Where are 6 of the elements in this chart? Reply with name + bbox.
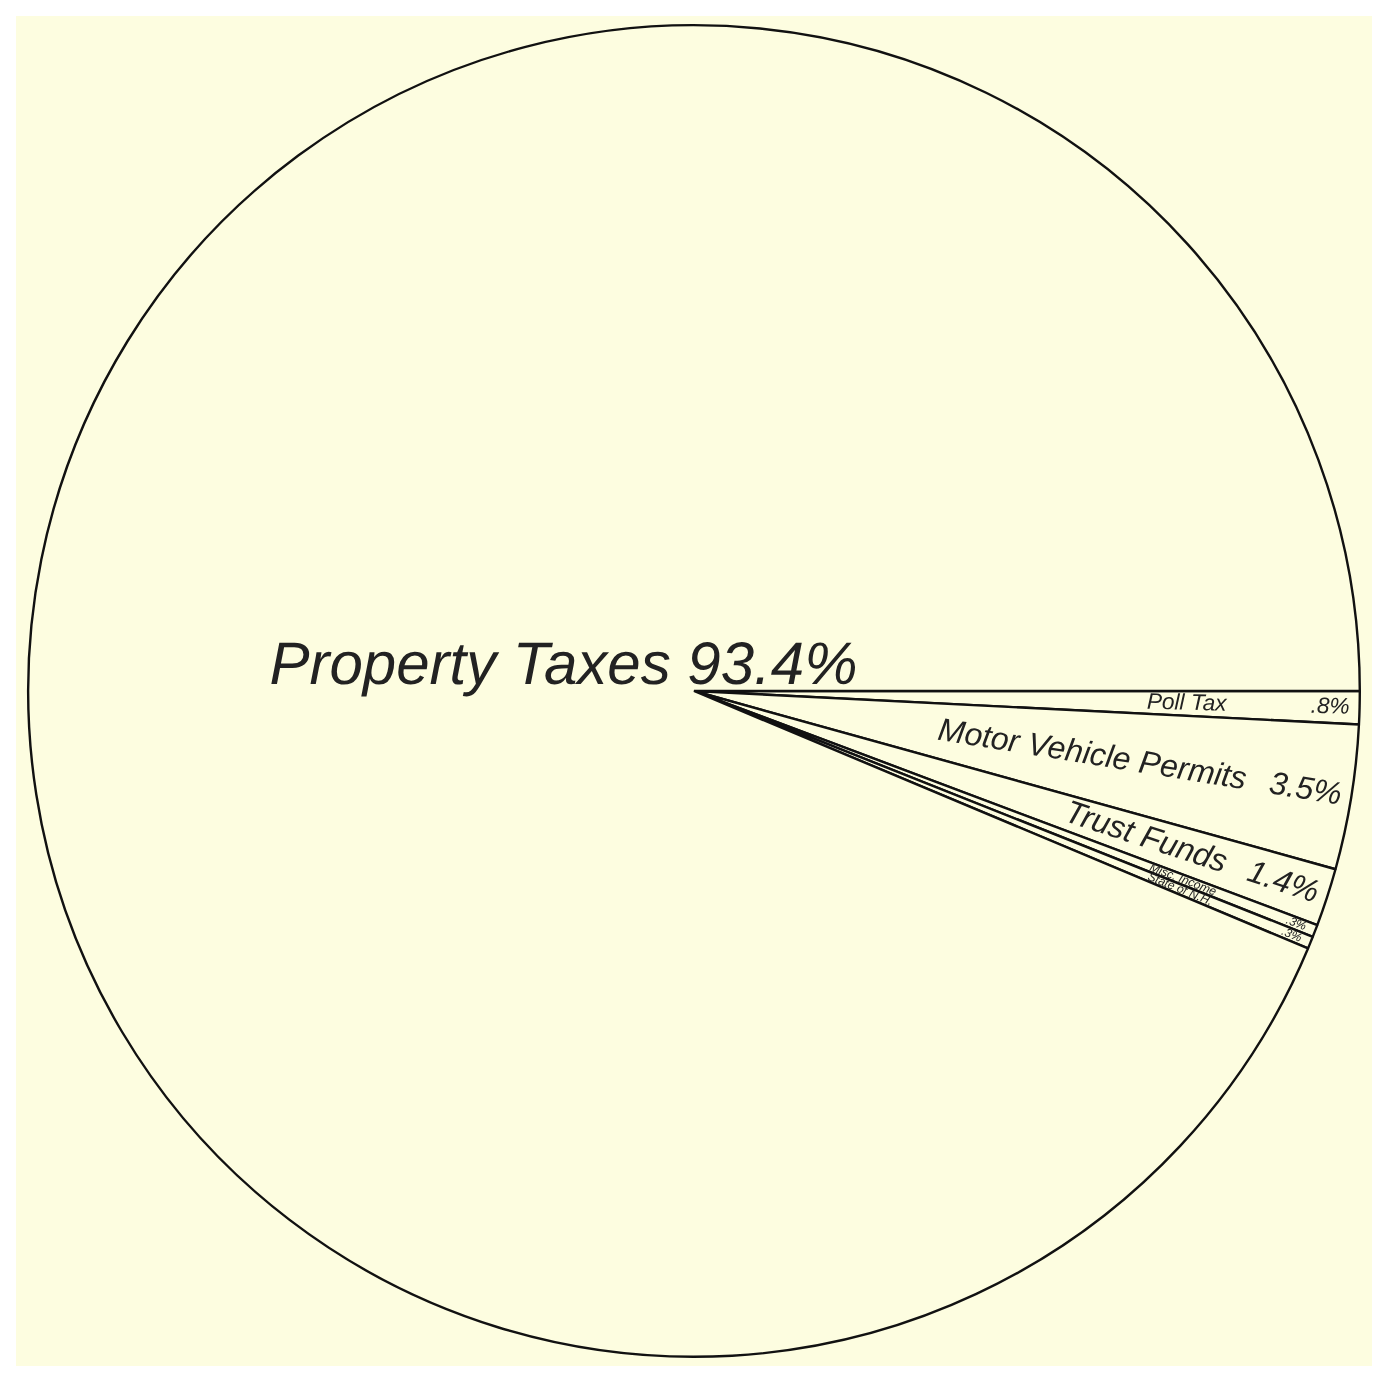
- data-label: .8%: [1310, 694, 1350, 720]
- data-label: 3.5%: [1266, 767, 1345, 813]
- slice-label: Property Taxes 93.4%: [269, 632, 858, 699]
- data-label: 1.4%: [1242, 855, 1323, 911]
- slice-label: Motor Vehicle Permits: [935, 713, 1249, 798]
- slice-label: Poll Tax: [1146, 690, 1228, 717]
